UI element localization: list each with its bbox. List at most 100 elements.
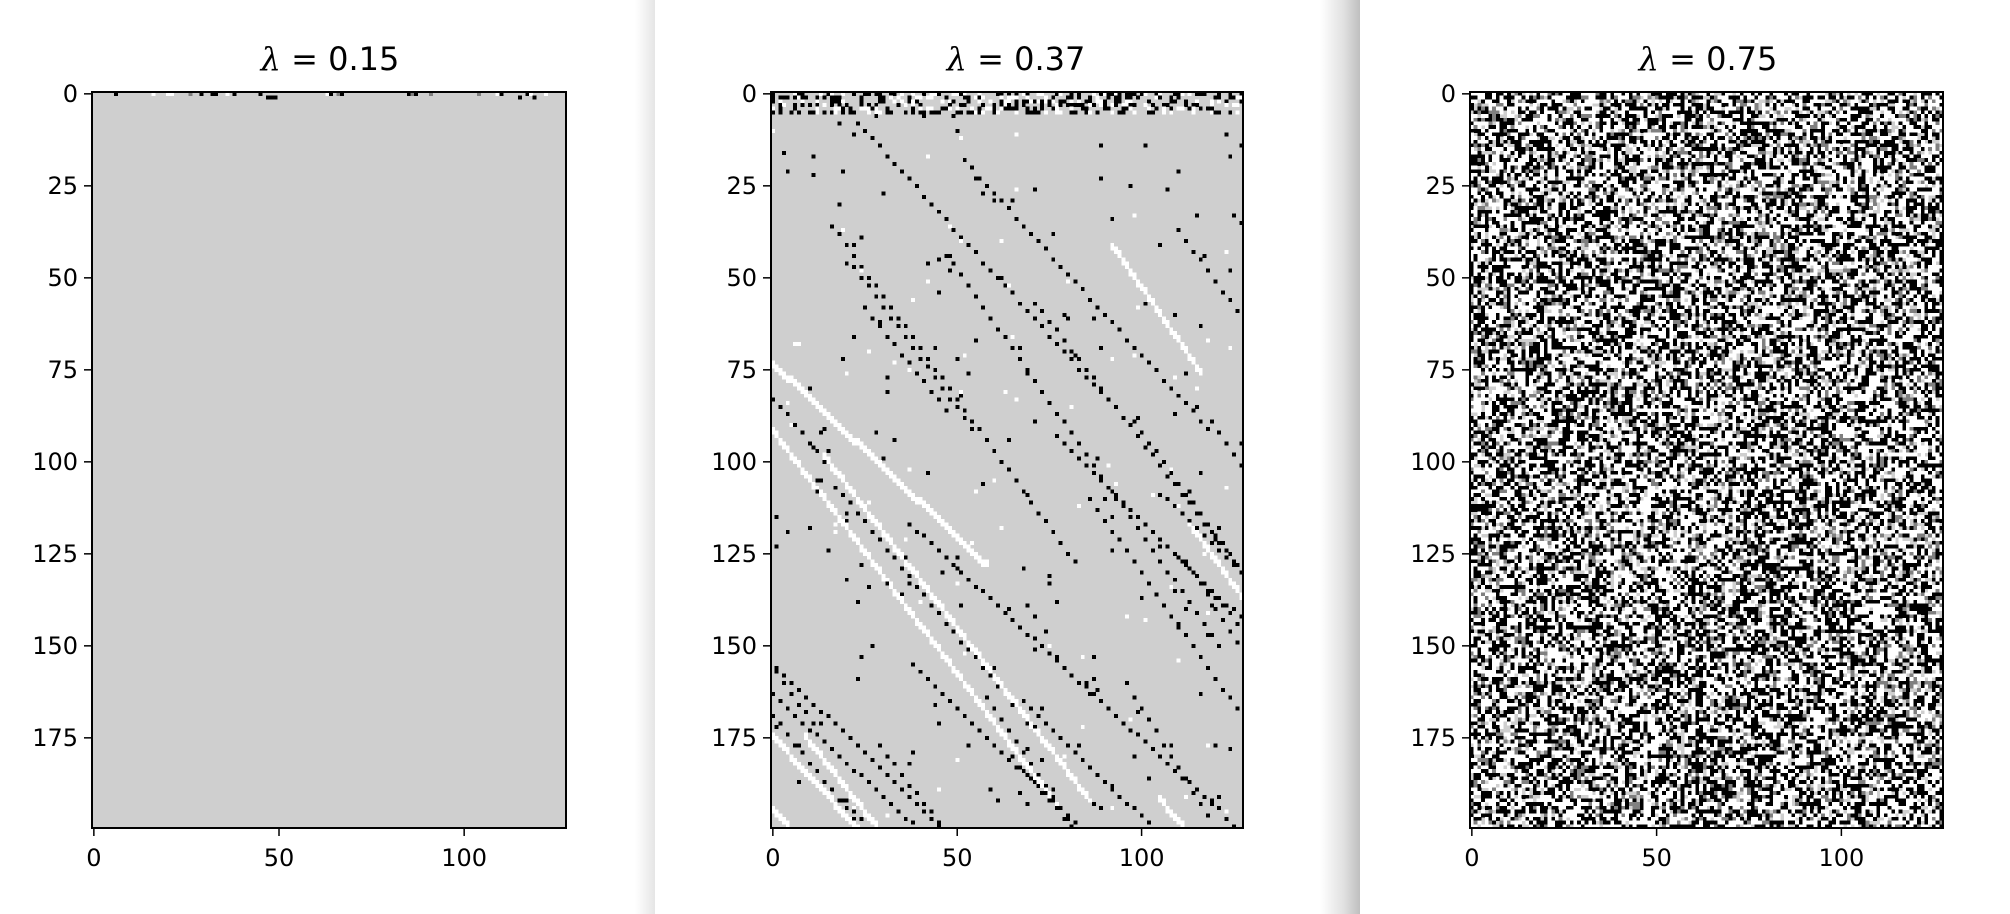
heatmap-cell — [1647, 121, 1652, 126]
heatmap-cell — [1821, 139, 1826, 144]
heatmap-cell — [1036, 728, 1041, 733]
heatmap-cell — [1202, 581, 1207, 586]
heatmap-cell — [1773, 125, 1778, 130]
heatmap-cell — [918, 500, 923, 505]
heatmap-cell — [1198, 419, 1203, 424]
heatmap-cell — [789, 423, 794, 428]
heatmap-cell — [973, 695, 978, 700]
heatmap-cell — [1824, 95, 1829, 100]
heatmap-cell — [1773, 158, 1778, 163]
heatmap-cell — [1806, 169, 1811, 174]
heatmap-cell — [1750, 117, 1755, 122]
heatmap-cell — [955, 128, 960, 133]
heatmap-cell — [1817, 191, 1822, 196]
heatmap-cell — [771, 397, 775, 402]
heatmap-cell — [1470, 139, 1474, 144]
heatmap-cell — [1529, 147, 1534, 152]
heatmap-cell — [933, 640, 938, 645]
heatmap-cell — [1743, 136, 1748, 141]
heatmap-cell — [1584, 92, 1589, 96]
heatmap-cell — [1931, 103, 1936, 108]
heatmap-cell — [1614, 128, 1619, 133]
heatmap-cell — [852, 809, 857, 814]
heatmap-cell — [1739, 172, 1744, 177]
heatmap-cell — [1095, 688, 1100, 693]
heatmap-cell — [778, 721, 783, 726]
heatmap-cell — [1835, 147, 1840, 152]
heatmap-cell — [1913, 139, 1918, 144]
heatmap-cell — [1477, 187, 1482, 192]
heatmap-cell — [1499, 180, 1504, 185]
heatmap-cell — [900, 353, 905, 358]
heatmap-cell — [1813, 187, 1818, 192]
heatmap-cell — [815, 485, 820, 490]
heatmap-cell — [1713, 165, 1718, 170]
heatmap-cell — [1554, 139, 1559, 144]
heatmap-cell — [1514, 184, 1519, 188]
heatmap-cell — [1621, 187, 1626, 192]
heatmap-cell — [1817, 184, 1822, 188]
heatmap-cell — [1470, 147, 1474, 152]
heatmap-cell — [1732, 169, 1737, 174]
heatmap-cell — [877, 566, 882, 571]
heatmap-cell — [1861, 139, 1866, 144]
heatmap-cell — [1136, 415, 1141, 420]
heatmap-cell — [1728, 143, 1733, 148]
heatmap-cell — [848, 736, 853, 740]
heatmap-cell — [973, 655, 978, 660]
heatmap-cell — [1651, 187, 1656, 192]
heatmap-cell — [1569, 121, 1574, 126]
heatmap-cell — [889, 540, 893, 545]
heatmap-cell — [1577, 187, 1582, 192]
heatmap-cell — [1858, 184, 1863, 188]
heatmap-cell — [1176, 228, 1181, 233]
heatmap-cell — [1935, 103, 1940, 108]
heatmap-cell — [1484, 161, 1489, 166]
heatmap-cell — [1588, 110, 1593, 115]
heatmap-cell — [1529, 187, 1534, 192]
heatmap-cell — [1699, 128, 1704, 133]
heatmap-cell — [1235, 110, 1240, 115]
heatmap-cell — [1876, 154, 1881, 159]
heatmap-cell — [1673, 114, 1678, 119]
heatmap-cell — [807, 761, 812, 766]
heatmap-cell — [1165, 474, 1170, 479]
heatmap-cell — [1872, 136, 1877, 141]
heatmap-cell — [1580, 132, 1585, 137]
heatmap-cell — [1603, 125, 1608, 130]
heatmap-cell — [1543, 125, 1548, 130]
heatmap-cell — [1591, 158, 1596, 163]
heatmap-cell — [1499, 132, 1504, 137]
heatmap-cell — [1529, 176, 1534, 181]
heatmap-cell — [1898, 158, 1903, 163]
heatmap-cell — [1018, 710, 1023, 715]
heatmap-cell — [1195, 364, 1200, 369]
heatmap-cell — [1506, 161, 1511, 166]
heatmap-cell — [1732, 176, 1737, 181]
heatmap-cell — [1165, 496, 1170, 501]
heatmap-cell — [1643, 95, 1648, 100]
heatmap-cell — [852, 769, 857, 774]
heatmap-cell — [1007, 283, 1011, 288]
heatmap-cell — [1506, 172, 1511, 177]
heatmap-cell — [1176, 95, 1181, 100]
heatmap-cell — [1150, 493, 1155, 498]
heatmap-cell — [1484, 180, 1489, 185]
heatmap-cell — [1532, 125, 1537, 130]
heatmap-cell — [955, 625, 960, 630]
heatmap-cell — [852, 798, 857, 803]
heatmap-cell — [966, 743, 971, 748]
heatmap-cell — [870, 452, 875, 457]
heatmap-cell — [1869, 187, 1874, 192]
heatmap-cell — [1606, 121, 1611, 126]
heatmap-cell — [852, 493, 857, 498]
heatmap-cell — [1795, 132, 1800, 137]
heatmap-cell — [1739, 176, 1744, 181]
heatmap-cell — [1492, 150, 1497, 155]
heatmap-cell — [936, 721, 941, 726]
heatmap-cell — [1702, 117, 1707, 122]
heatmap-cell — [1047, 743, 1052, 748]
heatmap-cell — [1824, 180, 1829, 185]
heatmap-cell — [1924, 114, 1929, 119]
heatmap-cell — [1525, 132, 1530, 137]
